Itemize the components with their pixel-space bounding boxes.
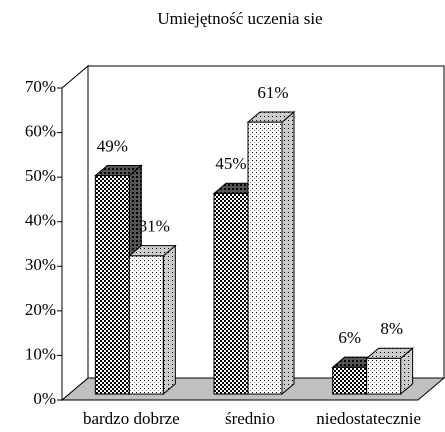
- bar: [213, 192, 249, 395]
- x-tick-label: średnio: [225, 409, 275, 428]
- y-tick-label: 0%: [33, 389, 56, 408]
- y-tick-label: 60%: [25, 121, 56, 140]
- bar: [366, 357, 402, 395]
- y-tick-label: 70%: [25, 77, 56, 96]
- value-label: 8%: [380, 319, 403, 338]
- value-label: 49%: [97, 136, 128, 155]
- x-tick-label: bardzo dobrze: [83, 409, 180, 428]
- y-tick-label: 40%: [25, 211, 56, 230]
- bar: [247, 121, 283, 395]
- x-tick-label: niedostatecznie: [316, 409, 421, 428]
- value-label: 45%: [215, 154, 246, 173]
- y-tick-label: 20%: [25, 300, 56, 319]
- value-label: 31%: [139, 217, 170, 236]
- y-tick-label: 50%: [25, 166, 56, 185]
- chart-title: Umiejętność uczenia sie: [157, 9, 322, 28]
- side-wall: [61, 64, 89, 402]
- bar-side: [162, 244, 176, 396]
- value-label: 61%: [257, 83, 288, 102]
- bar: [332, 366, 368, 395]
- value-label: 6%: [338, 328, 361, 347]
- bar: [94, 175, 130, 395]
- y-tick-label: 30%: [25, 255, 56, 274]
- bar: [128, 255, 164, 395]
- y-tick-label: 10%: [25, 344, 56, 363]
- bar-side: [281, 110, 295, 396]
